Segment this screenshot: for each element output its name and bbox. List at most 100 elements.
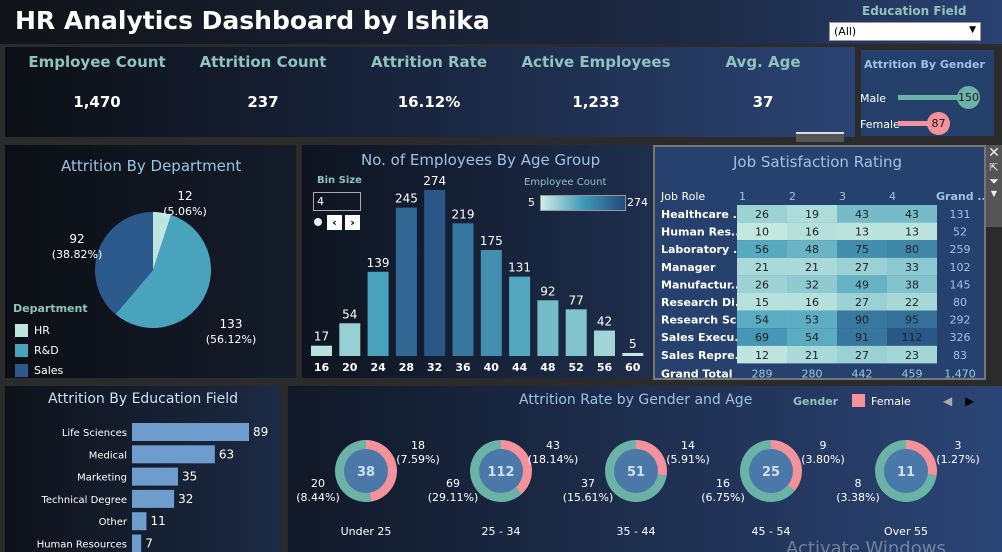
bar-value-label: 32 xyxy=(178,492,193,506)
bin-size-input[interactable]: 4 xyxy=(313,192,361,211)
attrition-by-education-panel: Attrition By Education Field Life Scienc… xyxy=(5,386,281,552)
column-total: 442 xyxy=(852,367,873,380)
bar-value-label: 89 xyxy=(253,425,268,439)
heatmap-cell xyxy=(787,293,837,311)
kpi-avg-age: Avg. Age 37 xyxy=(688,53,838,111)
kpi-value: 237 xyxy=(247,93,279,111)
row-total: 292 xyxy=(950,314,971,327)
cell-value: 43 xyxy=(905,208,919,221)
donut-total: 25 xyxy=(762,465,780,480)
bar-value-label: 274 xyxy=(423,174,446,188)
x-tick-label: 24 xyxy=(370,361,386,374)
heatmap-cell xyxy=(887,205,937,223)
male-pct-label: (8.44%) xyxy=(296,491,340,504)
cell-value: 32 xyxy=(805,278,819,291)
cell-value: 27 xyxy=(855,296,869,309)
row-label: Sales Repre.. xyxy=(661,349,743,362)
age-bar xyxy=(367,271,389,356)
heatmap-cell xyxy=(837,257,887,276)
age-group-label: 25 - 34 xyxy=(482,525,521,538)
job-satisfaction-panel: Job Satisfaction Rating Job Role 1 2 3 4 Gran… xyxy=(653,145,986,380)
panel-title: Job Satisfaction Rating xyxy=(733,153,903,171)
education-bar-chart: Life Sciences 89 Medical 63 Marketing 35 Techn… xyxy=(37,423,268,552)
cell-value: 69 xyxy=(755,331,769,344)
column-total: 459 xyxy=(902,367,923,380)
more-options-icon[interactable]: ▼ xyxy=(990,189,998,198)
heatmap-cell xyxy=(737,257,787,276)
heatmap-cell xyxy=(737,205,787,223)
heatmap-cell xyxy=(787,222,837,241)
donut-total: 112 xyxy=(487,465,514,480)
heatmap-cell xyxy=(837,222,887,241)
legend-prev-arrow-icon[interactable]: ◀ xyxy=(943,394,953,408)
bin-size-label: Bin Size xyxy=(317,175,362,186)
column-header: Grand .. xyxy=(936,190,986,203)
age-bar xyxy=(565,309,587,356)
row-label: Laboratory .. xyxy=(661,243,741,256)
pie-slice-rd xyxy=(115,214,212,328)
filter-icon[interactable]: ⏷ xyxy=(989,174,999,188)
heatmap-cell xyxy=(837,328,887,346)
gender-dot-male[interactable]: 150 xyxy=(957,86,980,109)
gender-bar-female[interactable] xyxy=(898,121,938,126)
x-tick-label: 60 xyxy=(625,361,641,374)
heatmap-cell xyxy=(887,222,937,241)
education-field-dropdown[interactable]: (All) ▼ xyxy=(829,22,981,41)
kpi-label: Employee Count xyxy=(28,53,166,71)
column-header: 2 xyxy=(789,190,796,203)
slider-handle-icon[interactable] xyxy=(314,218,322,226)
male-count-label: 8 xyxy=(855,477,862,490)
slice-value-label: 92 xyxy=(69,232,84,246)
bar-value-label: 245 xyxy=(395,192,418,206)
cell-value: 26 xyxy=(755,278,769,291)
bar-value-label: 5 xyxy=(629,337,637,351)
popout-icon[interactable]: ⇱ xyxy=(989,161,999,174)
legend-item[interactable]: R&D xyxy=(15,340,63,360)
education-bar xyxy=(132,467,179,486)
x-tick-label: 44 xyxy=(512,361,528,374)
cell-value: 91 xyxy=(855,331,869,344)
heatmap-cell xyxy=(737,222,787,241)
age-bar xyxy=(339,323,361,356)
female-count-label: 18 xyxy=(411,439,425,452)
x-tick-label: 40 xyxy=(484,361,500,374)
heatmap-cell xyxy=(887,328,937,346)
heatmap-cell xyxy=(887,240,937,258)
cell-value: 26 xyxy=(755,208,769,221)
male-count-label: 20 xyxy=(311,477,325,490)
category-label: Technical Degree xyxy=(41,495,128,506)
panel-drag-handle[interactable] xyxy=(796,132,844,142)
heatmap-cell xyxy=(737,310,787,329)
age-bar xyxy=(395,207,417,356)
female-count-label: 43 xyxy=(546,439,560,452)
legend-next-arrow-icon[interactable]: ▶ xyxy=(965,394,975,408)
age-bar xyxy=(509,276,531,356)
kpi-value: 1,470 xyxy=(73,93,121,111)
bin-decrement-button[interactable]: ‹ xyxy=(327,215,342,230)
legend-item[interactable]: Sales xyxy=(15,360,63,378)
row-total: 102 xyxy=(950,261,971,274)
cell-value: 13 xyxy=(855,226,869,239)
cell-value: 56 xyxy=(755,243,769,256)
category-label: Other xyxy=(99,517,128,528)
cell-value: 22 xyxy=(905,296,919,309)
heatmap-cell xyxy=(887,257,937,276)
gender-dot-female[interactable]: 87 xyxy=(927,112,950,135)
legend-label: HR xyxy=(34,323,50,337)
chevron-down-icon[interactable]: ▼ xyxy=(969,25,976,35)
bin-increment-button[interactable]: › xyxy=(345,215,360,230)
panel-toolbar: ✕ ⇱ ⏷ ▼ xyxy=(986,145,1002,227)
column-total: 289 xyxy=(752,367,773,380)
department-pie-chart: 12 (5.06%) 133 (56.12%) 92 (38.82%) xyxy=(52,189,257,346)
department-legend: HR R&D Sales xyxy=(15,320,63,378)
row-total: 145 xyxy=(950,278,971,291)
close-icon[interactable]: ✕ xyxy=(988,145,1000,161)
row-label: Research Di.. xyxy=(661,296,743,309)
gender-bar-male[interactable] xyxy=(898,95,968,100)
legend-item[interactable]: HR xyxy=(15,320,63,340)
kpi-employee-count: Employee Count 1,470 xyxy=(22,53,172,111)
heatmap-cell xyxy=(787,275,837,293)
x-tick-label: 28 xyxy=(399,361,414,374)
column-header: 4 xyxy=(889,190,896,203)
